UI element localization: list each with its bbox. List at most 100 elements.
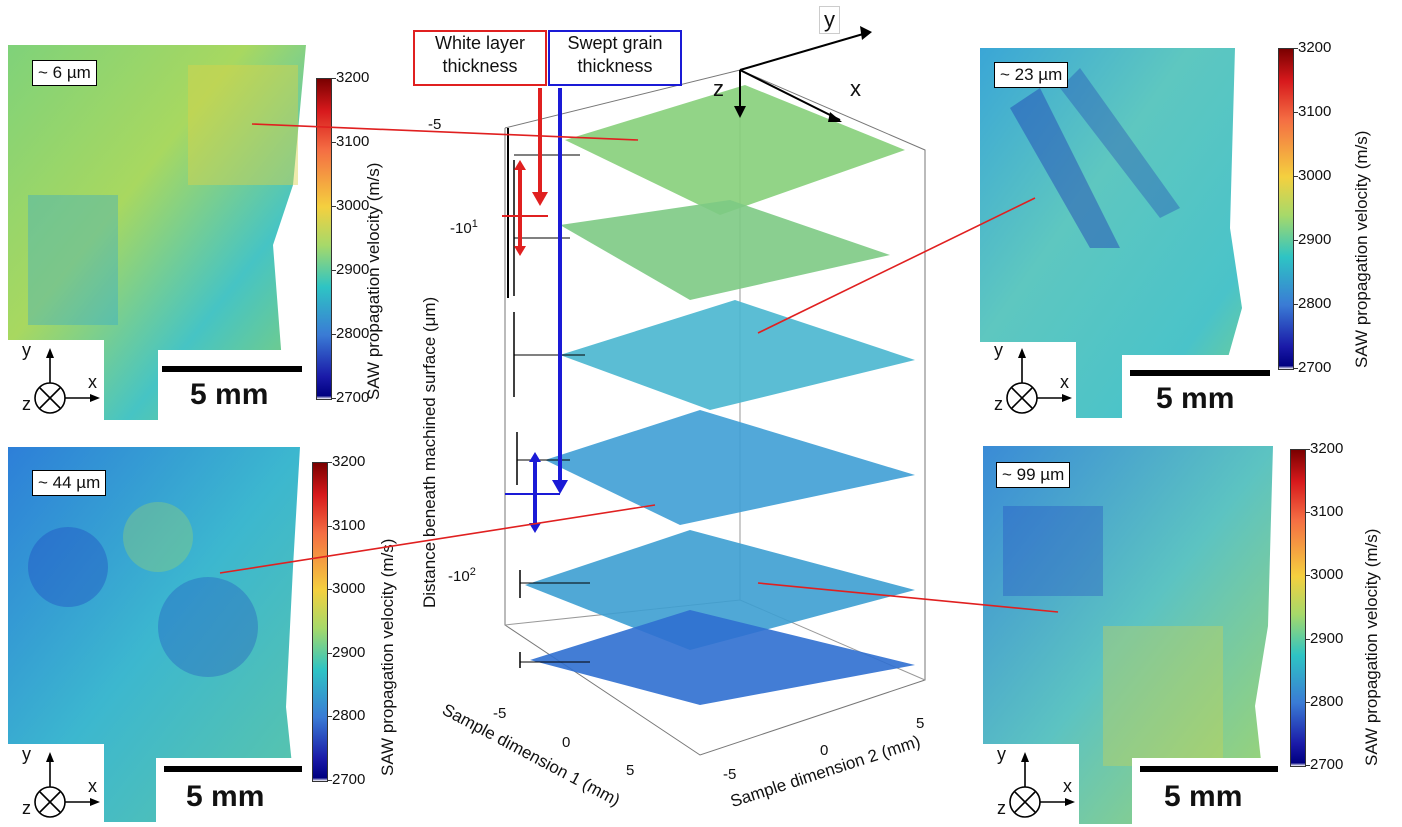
- colorbar-tick-label: 2700: [336, 389, 370, 406]
- colorbar-tick-label: 3200: [336, 69, 370, 86]
- colorbar-tick-label: 3000: [336, 197, 370, 214]
- colorbar-label: SAW propagation velocity (m/s): [1352, 130, 1371, 368]
- z-tick: -5: [428, 116, 442, 133]
- y-tick: 0: [820, 742, 829, 759]
- scale-bar: [158, 350, 306, 420]
- scale-bar: [1122, 355, 1272, 425]
- inset-axis-z-letter: z: [997, 798, 1006, 818]
- z-tick: -101: [450, 218, 478, 237]
- scale-bar-line: [162, 366, 302, 372]
- colorbar-tick-mark: [1294, 48, 1298, 49]
- x-tick: 5: [626, 762, 635, 779]
- inset-axis-z-letter: z: [22, 798, 31, 818]
- depth-label: ~ 99 µm: [996, 462, 1071, 488]
- colorbar-tick-mark: [332, 142, 336, 143]
- colorbar-tick-label: 2800: [1310, 692, 1344, 710]
- colorbar-label: SAW propagation velocity (m/s): [1362, 528, 1381, 766]
- scale-bar-label: 5 mm: [186, 780, 265, 813]
- velocity-map-6um: [8, 45, 306, 420]
- inset-axis-y-letter: y: [994, 340, 1003, 360]
- colorbar-tick-mark: [332, 398, 336, 399]
- x-tick: -5: [493, 705, 507, 722]
- depth-label: ~ 23 µm: [994, 62, 1069, 88]
- colorbar-tick-label: 2700: [1298, 359, 1332, 376]
- scale-bar-line: [1140, 766, 1278, 772]
- axis-z-letter: z: [713, 76, 724, 101]
- colorbar-tick-label: 3100: [332, 516, 366, 534]
- inset-axis-x-letter: x: [88, 776, 97, 796]
- colorbar-tick-mark: [328, 589, 332, 591]
- x-tick: 0: [562, 734, 571, 751]
- depth-label: ~ 6 µm: [32, 60, 97, 86]
- colorbar-tick-mark: [1294, 112, 1298, 113]
- legend-swept-grain: Swept grain thickness: [548, 30, 682, 86]
- inset-axis-y-letter: y: [22, 744, 31, 764]
- colorbar-tick-mark: [1294, 176, 1298, 177]
- velocity-map-99um-image: [983, 446, 1273, 824]
- colorbar-tick-label: 3000: [1310, 566, 1344, 584]
- colorbar-tick-mark: [328, 652, 332, 654]
- colorbar-tick-label: 2800: [332, 707, 366, 725]
- colorbar: [1278, 48, 1294, 370]
- inset-axis-x-letter: x: [88, 372, 97, 392]
- inset-axis-y-letter: y: [22, 340, 31, 360]
- colorbar-tick-label: 2700: [1310, 756, 1344, 773]
- colorbar-tick-mark: [332, 78, 336, 79]
- slice-6: [530, 610, 915, 705]
- colorbar-tick-mark: [1294, 304, 1298, 305]
- colorbar-tick-label: 3000: [1298, 167, 1332, 184]
- x-axis-label: Sample dimension 1 (mm): [439, 700, 624, 810]
- colorbar-tick-mark: [1306, 449, 1310, 450]
- colorbar-tick-mark: [1294, 240, 1298, 241]
- scale-bar-label: 5 mm: [190, 378, 269, 411]
- scale-bar-line: [164, 766, 302, 772]
- slice-4: [545, 410, 915, 525]
- inset-axis-x-letter: x: [1063, 776, 1072, 796]
- velocity-map-23um: [980, 48, 1245, 418]
- z-axis-label: Distance beneath machined surface (μm): [420, 296, 439, 608]
- axis-x-letter: x: [850, 76, 861, 101]
- z-tick: -102: [448, 566, 476, 585]
- colorbar-tick-label: 2800: [336, 325, 370, 342]
- colorbar-tick-mark: [332, 270, 336, 271]
- stack-3d: [502, 26, 926, 756]
- colorbar-label: SAW propagation velocity (m/s): [378, 538, 397, 776]
- y-tick: 5: [916, 715, 925, 732]
- depth-label: ~ 44 µm: [32, 470, 107, 496]
- colorbar-tick-label: 2900: [332, 643, 366, 661]
- scale-bar-label: 5 mm: [1156, 382, 1235, 415]
- colorbar: [1290, 449, 1306, 767]
- colorbar-tick-mark: [1294, 368, 1298, 369]
- colorbar-tick-label: 3200: [1310, 440, 1344, 457]
- colorbar-tick-mark: [1306, 765, 1310, 766]
- colorbar-tick-label: 3200: [332, 453, 366, 470]
- scale-bar-label: 5 mm: [1164, 780, 1243, 813]
- inset-axis-x-letter: x: [1060, 372, 1069, 392]
- inset-axis-y-letter: y: [997, 744, 1006, 764]
- inset-axis-z-letter: z: [22, 394, 31, 414]
- y-tick: -5: [723, 766, 737, 783]
- inset-axis-z-letter: z: [994, 394, 1003, 414]
- colorbar-tick-label: 3100: [336, 133, 370, 150]
- velocity-map-99um: [983, 446, 1273, 824]
- colorbar-tick-mark: [332, 334, 336, 335]
- slice-5: [525, 530, 915, 650]
- colorbar-tick-label: 2900: [1310, 629, 1344, 647]
- colorbar-tick-label: 3000: [332, 580, 366, 598]
- legend-white-layer: White layer thickness: [413, 30, 547, 86]
- slice-2: [560, 200, 890, 300]
- colorbar-tick-label: 3100: [1298, 103, 1332, 120]
- colorbar-tick-label: 2900: [1298, 231, 1332, 248]
- axis-y-letter: y: [819, 6, 840, 34]
- colorbar: [312, 462, 328, 782]
- colorbar-tick-label: 2700: [332, 771, 366, 788]
- colorbar: [316, 78, 332, 400]
- colorbar-tick-mark: [1306, 575, 1310, 577]
- colorbar-label: SAW propagation velocity (m/s): [364, 162, 383, 400]
- colorbar-tick-mark: [332, 206, 336, 207]
- colorbar-tick-mark: [328, 716, 332, 718]
- colorbar-tick-mark: [1306, 701, 1310, 703]
- colorbar-tick-mark: [1306, 638, 1310, 640]
- colorbar-tick-label: 3100: [1310, 503, 1344, 521]
- colorbar-tick-label: 2900: [336, 261, 370, 278]
